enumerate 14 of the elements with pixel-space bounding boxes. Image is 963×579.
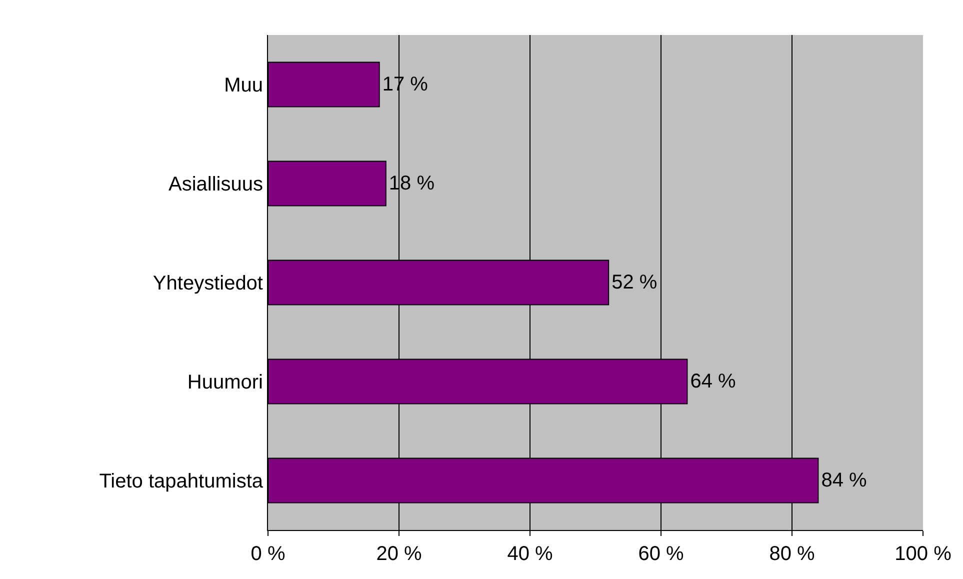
x-tick-label: 80 %: [769, 543, 816, 565]
data-label: 52 %: [612, 272, 658, 294]
x-tick-label: 20 %: [376, 543, 422, 565]
y-tick-label: Yhteystiedot: [152, 272, 264, 294]
data-label: 84 %: [821, 470, 868, 492]
y-tick-label: Asiallisuus: [168, 174, 263, 196]
y-tick-label: Huumori: [187, 372, 263, 394]
data-label: 64 %: [690, 370, 736, 392]
x-tick-label: 40 %: [507, 543, 554, 565]
x-tick-label: 0 %: [250, 543, 286, 565]
y-tick-label: Muu: [224, 74, 263, 96]
y-tick-label: Tieto tapahtumista: [99, 470, 264, 492]
x-tick-label: 60 %: [638, 543, 684, 565]
x-tick-label: 100 %: [894, 543, 952, 565]
